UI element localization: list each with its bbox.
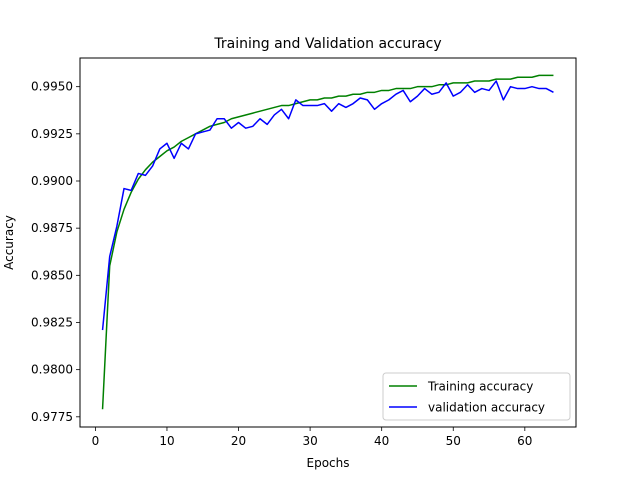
y-tick-label: 0.9875 — [31, 221, 73, 235]
legend-box — [382, 372, 571, 421]
x-tick-label: 0 — [92, 434, 100, 448]
chart-title: Training and Validation accuracy — [213, 36, 441, 52]
legend-label-validation: validation accuracy — [428, 401, 545, 415]
y-tick-label: 0.9775 — [31, 410, 73, 424]
plot-frame — [79, 57, 577, 428]
y-tick-label: 0.9800 — [31, 363, 73, 377]
y-axis-ticks: 0.9775 0.9800 0.9825 0.9850 0.9875 0.9900 0.99… — [31, 80, 80, 424]
x-tick-label: 60 — [517, 434, 532, 448]
y-tick-label: 0.9825 — [31, 315, 73, 329]
series-lines — [101, 74, 554, 410]
x-tick-label: 30 — [302, 434, 317, 448]
training-accuracy-line — [101, 74, 554, 410]
validation-accuracy-line — [101, 80, 554, 331]
x-axis-label: Epochs — [307, 456, 350, 470]
x-tick-label: 20 — [231, 434, 246, 448]
x-tick-label: 10 — [159, 434, 174, 448]
y-tick-label: 0.9850 — [31, 268, 73, 282]
legend-label-training: Training accuracy — [427, 380, 533, 394]
y-tick-label: 0.9925 — [31, 127, 73, 141]
y-axis-label: Accuracy — [2, 215, 16, 270]
legend: Training accuracy validation accuracy — [382, 372, 571, 421]
x-axis-ticks: 0 10 20 30 40 50 60 — [92, 427, 532, 448]
y-tick-label: 0.9900 — [31, 174, 73, 188]
y-tick-label: 0.9950 — [31, 80, 73, 94]
x-tick-label: 50 — [446, 434, 461, 448]
x-tick-label: 40 — [374, 434, 389, 448]
